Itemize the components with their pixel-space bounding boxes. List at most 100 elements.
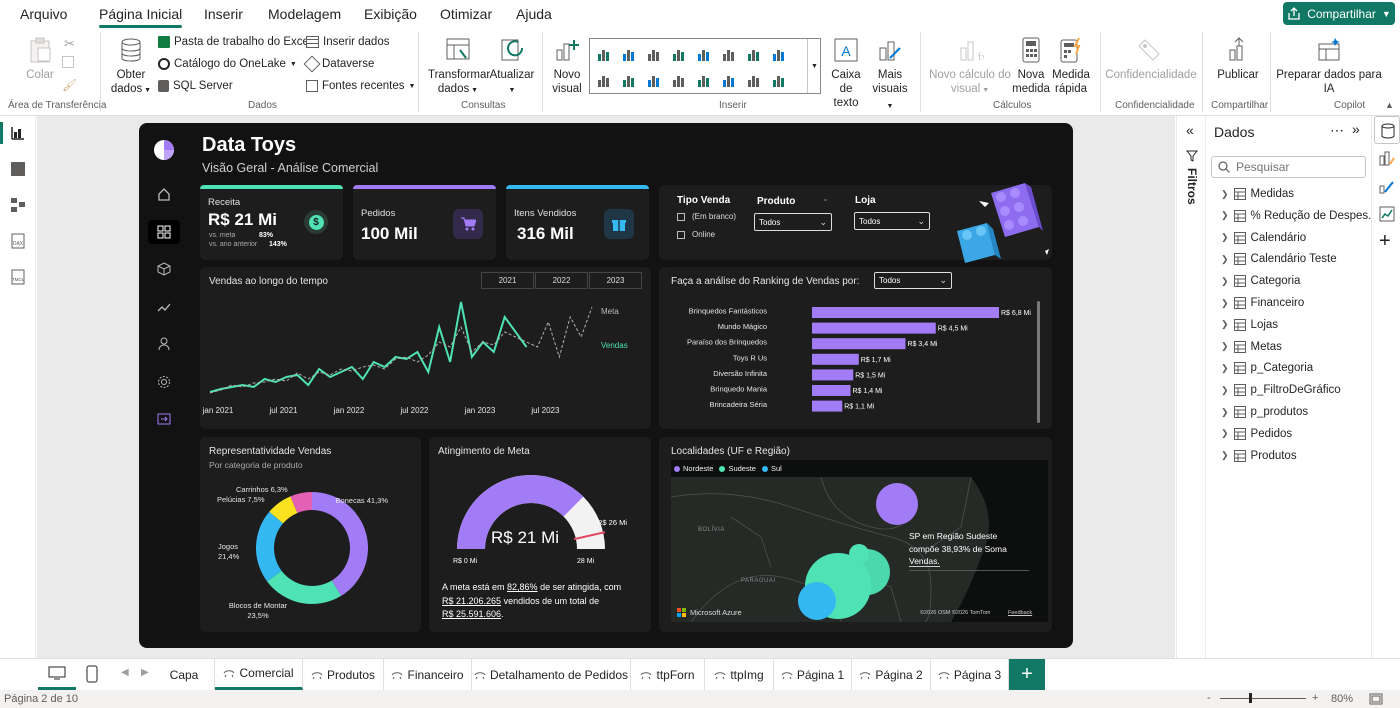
- bar[interactable]: [812, 400, 843, 412]
- add-page-button[interactable]: +: [1009, 659, 1045, 690]
- filters-pane-collapsed[interactable]: « Filtros: [1176, 116, 1206, 658]
- clustered-column-icon[interactable]: [671, 47, 687, 63]
- chevron-right-icon[interactable]: ❯: [1221, 450, 1229, 461]
- page-tab[interactable]: Financeiro: [384, 659, 472, 690]
- kpi-receita-card[interactable]: Receita R$ 21 Mi vs. meta 83% vs. ano an…: [200, 185, 343, 260]
- ranking-bar-chart[interactable]: Brinquedos Fantásticos R$ 6,8 Mi Mundo Mág…: [659, 267, 1052, 429]
- data-field-item[interactable]: ❯ Produtos: [1221, 449, 1297, 462]
- map-bubble-sudeste-3[interactable]: [849, 544, 869, 564]
- bar[interactable]: [812, 307, 999, 318]
- donut-slice[interactable]: [312, 492, 368, 596]
- donut-slice[interactable]: [290, 492, 312, 513]
- chevron-right-icon[interactable]: ❯: [1221, 275, 1229, 286]
- search-field[interactable]: [1236, 160, 1356, 174]
- map-icon[interactable]: [696, 73, 712, 89]
- refresh-button[interactable]: Atualizar ▼: [489, 36, 535, 98]
- filter-opt-blank[interactable]: (Em branco): [677, 212, 736, 221]
- bar[interactable]: [812, 369, 854, 381]
- new-visual-calc-button[interactable]: fx Novo cálculo do visual ▼: [928, 36, 1012, 98]
- data-field-item[interactable]: ❯ Medidas: [1221, 188, 1294, 200]
- tab-arquivo[interactable]: Arquivo: [20, 6, 68, 22]
- page-tab[interactable]: ttpForn: [631, 659, 705, 690]
- card-icon[interactable]: [746, 73, 762, 89]
- new-visual-button[interactable]: Novo visual: [548, 36, 586, 96]
- copy-icon[interactable]: [62, 56, 74, 68]
- data-field-item[interactable]: ❯ Lojas: [1221, 318, 1278, 331]
- slicer-icon[interactable]: [771, 73, 787, 89]
- dataverse-button[interactable]: Dataverse: [303, 55, 374, 73]
- stacked-bar-icon[interactable]: [596, 47, 612, 63]
- ranking-dropdown[interactable]: Todos ⌄: [874, 272, 952, 289]
- chevron-right-icon[interactable]: ❯: [1221, 341, 1229, 352]
- quick-measure-button[interactable]: Medida rápida: [1050, 36, 1092, 96]
- cut-icon[interactable]: ✂: [64, 36, 75, 51]
- add-pane-icon[interactable]: +: [1379, 230, 1391, 252]
- chevron-right-icon[interactable]: ❯: [1221, 384, 1229, 395]
- nav-home-icon[interactable]: [153, 183, 175, 205]
- filter-produto-dropdown[interactable]: Todos ⌄: [754, 213, 832, 231]
- clustered-bar-icon[interactable]: [646, 47, 662, 63]
- filter-loja-dropdown[interactable]: Todos ⌄: [854, 212, 930, 230]
- report-view-icon[interactable]: [9, 124, 27, 142]
- zoom-in-button[interactable]: +: [1312, 692, 1319, 704]
- page-tab[interactable]: Produtos: [303, 659, 384, 690]
- bar-100-icon[interactable]: [696, 47, 712, 63]
- page-tab[interactable]: Página 3: [931, 659, 1009, 690]
- get-data-button[interactable]: Obter dados ▼: [108, 36, 154, 98]
- scroll-right-icon[interactable]: ▶: [141, 667, 149, 678]
- sales-line-chart[interactable]: jan 2021 jul 2021 jan 2022 jul 2022 jan 2023…: [200, 267, 651, 429]
- paste-button[interactable]: Colar: [22, 36, 58, 82]
- nav-exit-icon[interactable]: [153, 408, 175, 430]
- data-pane-toggle[interactable]: [1374, 116, 1400, 144]
- ranking-scrollbar[interactable]: [1037, 301, 1040, 423]
- model-view-icon[interactable]: [9, 196, 27, 214]
- donut-slice[interactable]: [269, 496, 298, 524]
- filled-map-icon[interactable]: [721, 73, 737, 89]
- format-visual-icon[interactable]: [1379, 150, 1395, 166]
- scroll-left-icon[interactable]: ◀: [121, 667, 129, 678]
- data-field-item[interactable]: ❯ Calendário Teste: [1221, 253, 1337, 266]
- chevron-right-icon[interactable]: ❯: [1221, 210, 1229, 221]
- year-2023[interactable]: 2023: [589, 272, 642, 289]
- data-field-item[interactable]: ❯ p_produtos: [1221, 406, 1308, 418]
- bar[interactable]: [812, 353, 859, 365]
- mobile-layout-icon[interactable]: [86, 665, 98, 686]
- more-visuals-button[interactable]: Mais visuais ▼: [868, 36, 912, 114]
- zoom-slider-thumb[interactable]: [1249, 693, 1252, 703]
- matrix-icon[interactable]: [596, 73, 612, 89]
- sql-server-button[interactable]: SQL Server: [158, 80, 233, 92]
- kpi-itens-card[interactable]: Itens Vendidos 316 Mil: [506, 185, 649, 260]
- transform-data-button[interactable]: Transformar dados ▼: [428, 36, 490, 98]
- checkbox[interactable]: [677, 212, 685, 221]
- fit-to-page-icon[interactable]: [1369, 693, 1383, 705]
- map-bubble-nordeste[interactable]: [876, 483, 918, 525]
- sensitivity-button[interactable]: Confidencialidade: [1104, 36, 1198, 82]
- nav-trend-icon[interactable]: [153, 296, 175, 318]
- tab-ajuda[interactable]: Ajuda: [516, 6, 552, 22]
- prepare-data-ai-button[interactable]: Preparar dados para IA: [1276, 36, 1382, 96]
- new-measure-button[interactable]: Nova medida: [1012, 36, 1050, 96]
- gauge-value-arc[interactable]: [457, 475, 584, 549]
- gallery-expand-icon[interactable]: ▼: [807, 39, 821, 93]
- nav-user-icon[interactable]: [153, 333, 175, 355]
- page-tab[interactable]: Detalhamento de Pedidos: [472, 659, 631, 690]
- zoom-out-button[interactable]: -: [1207, 692, 1211, 704]
- bar[interactable]: [812, 338, 906, 350]
- stacked-column-icon[interactable]: [621, 47, 637, 63]
- collapse-pane-icon[interactable]: »: [1352, 121, 1360, 137]
- onelake-button[interactable]: Catálogo do OneLake ▼: [158, 58, 297, 70]
- share-button[interactable]: Compartilhar ▼: [1283, 2, 1395, 25]
- dax-query-view-icon[interactable]: DAX: [9, 232, 27, 250]
- scatter-icon[interactable]: [771, 47, 787, 63]
- chevron-right-icon[interactable]: ❯: [1221, 253, 1229, 264]
- area-chart-icon[interactable]: [746, 47, 762, 63]
- tab-pagina-inicial[interactable]: Página Inicial: [99, 6, 183, 28]
- tab-inserir[interactable]: Inserir: [204, 6, 243, 22]
- data-field-item[interactable]: ❯ Pedidos: [1221, 427, 1292, 440]
- filter-opt-online[interactable]: Online: [677, 230, 715, 239]
- recent-sources-button[interactable]: Fontes recentes ▼: [306, 80, 415, 92]
- data-field-item[interactable]: ❯ Financeiro: [1221, 297, 1304, 309]
- bar[interactable]: [812, 385, 851, 396]
- page-tab[interactable]: Comercial: [215, 659, 303, 690]
